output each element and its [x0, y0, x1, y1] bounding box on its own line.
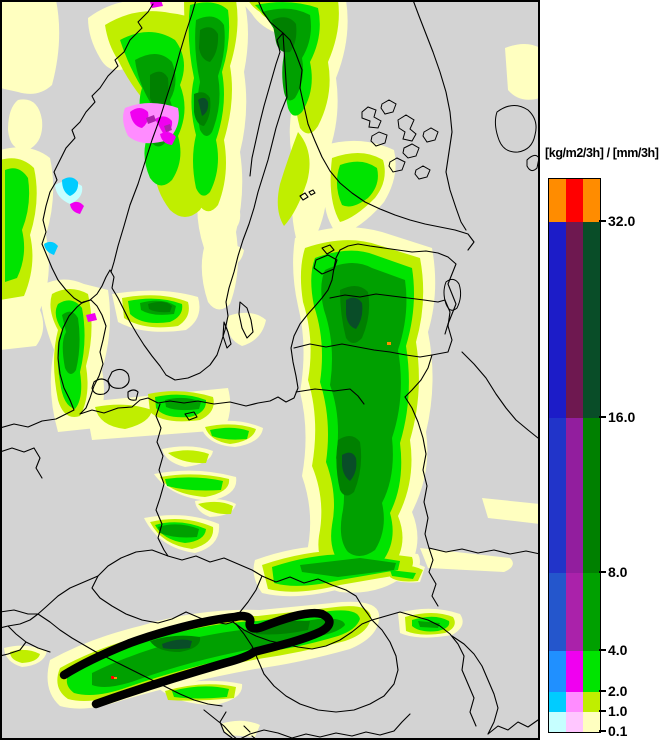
- legend-segment-color: [566, 222, 583, 418]
- precipitation-layer: [0, 0, 540, 737]
- legend-segment-color: [549, 692, 566, 712]
- legend-segment-2: [549, 418, 600, 573]
- legend-tick-mark: [599, 220, 606, 222]
- legend-segment-4: [549, 651, 600, 692]
- border-hungary-ring: [235, 619, 399, 713]
- legend-tick-mark: [599, 710, 606, 712]
- lakes: [361, 99, 540, 311]
- border-sweden-finland: [257, 0, 284, 34]
- legend-segment-3: [549, 573, 600, 651]
- precip-extreme-dot-alps: [111, 676, 114, 679]
- legend-tick-mark: [599, 690, 606, 692]
- precip-4-8: [62, 8, 440, 687]
- legend-colorbar: [548, 178, 601, 733]
- border-moldova-dniester: [451, 635, 499, 735]
- legend-segment-color: [583, 179, 600, 222]
- border-austria-italy-slovenia: [37, 613, 223, 707]
- danish-islands: [91, 368, 198, 421]
- legend-segment-color: [583, 692, 600, 712]
- border-czech: [91, 549, 263, 625]
- legend-segment-1: [549, 222, 600, 418]
- border-alps-germany-austria: [0, 575, 99, 657]
- legend-segment-color: [566, 692, 583, 712]
- border-belarus-ukraine: [428, 547, 540, 555]
- legend-segment-color: [566, 418, 583, 573]
- highlight-outline: [59, 608, 334, 709]
- coastlines-and-borders: [0, 0, 540, 740]
- lake-ladoga: [494, 105, 537, 153]
- legend-tick-label: 32.0: [608, 213, 636, 229]
- legend-title: [kg/m2/3h] / [mm/3h]: [545, 146, 659, 160]
- border-finland-russia: [412, 0, 467, 231]
- border-slovakia-hungary: [232, 619, 373, 650]
- legend-tick-mark: [599, 571, 606, 573]
- coastline-adriatic: [203, 709, 258, 740]
- border-germany-poland: [155, 403, 169, 557]
- legend-segment-color: [583, 712, 600, 732]
- legend-tick-mark: [599, 416, 606, 418]
- precip-extreme-dot-baltic: [387, 342, 391, 345]
- precip-cyan: [44, 177, 79, 255]
- coastline-baltic-south: [79, 243, 457, 415]
- legend-tick-label: 1.0: [608, 703, 628, 719]
- border-ukraine-romania: [371, 611, 477, 727]
- coastline-black-sea: [487, 719, 539, 735]
- legend-segment-color: [583, 418, 600, 573]
- borders-balkans: [237, 713, 411, 740]
- legend-tick-label: 0.1: [608, 723, 628, 739]
- legend-segment-color: [566, 651, 583, 692]
- legend-segment-color: [549, 179, 566, 222]
- baltic-islands: [222, 189, 338, 349]
- precip-light: [0, 0, 540, 737]
- lake-peipus: [443, 278, 462, 311]
- legend-segment-color: [566, 712, 583, 732]
- legend-tick-label: 16.0: [608, 409, 636, 425]
- legend-segment-color: [583, 222, 600, 418]
- legend-segment-color: [583, 651, 600, 692]
- border-latvia-lithuania: [293, 343, 433, 358]
- legend-segment-color: [583, 573, 600, 651]
- precipitation-map: [0, 0, 540, 740]
- precip-magenta-dark: [146, 115, 172, 132]
- precip-extreme-dot-alps2: [114, 677, 117, 679]
- legend-tick-label: 4.0: [608, 642, 628, 658]
- legend-segment-5: [549, 692, 600, 712]
- legend-tick-mark: [599, 649, 606, 651]
- coastline-jutland: [0, 299, 107, 429]
- precip-2-4: [5, 2, 450, 699]
- legend-segment-color: [549, 222, 566, 418]
- legend-tick-label: 2.0: [608, 683, 628, 699]
- border-lithuania-belarus: [404, 354, 433, 398]
- borders-benelux: [0, 447, 43, 479]
- border-norway-sweden: [110, 0, 197, 273]
- legend-tick-label: 8.0: [608, 564, 628, 580]
- legend-segment-color: [549, 651, 566, 692]
- map-frame: [0, 0, 540, 740]
- legend-segment-color: [549, 418, 566, 573]
- border-slovakia-poland: [261, 575, 373, 621]
- legend-segment-color: [549, 712, 566, 732]
- legend-segment-6: [549, 712, 600, 732]
- lake-onega: [526, 154, 540, 172]
- border-kaliningrad: [295, 388, 365, 405]
- finnish-lakes: [361, 99, 439, 180]
- coastline-scandinavia: [41, 3, 288, 381]
- border-latvia-russia: [431, 299, 453, 356]
- border-poland-ukraine: [428, 547, 439, 607]
- legend-panel: [kg/m2/3h] / [mm/3h] 32.0 16.0 8.0 4.0 2.0 1.…: [540, 0, 669, 740]
- legend-segment-color: [549, 573, 566, 651]
- coastline-gulf-of-bothnia-finland: [282, 32, 475, 251]
- legend-segment-0: [549, 179, 600, 222]
- legend-segment-color: [566, 573, 583, 651]
- border-estonia-latvia: [329, 293, 446, 303]
- border-russia-belarus: [461, 351, 539, 439]
- border-poland-belarus: [404, 396, 430, 549]
- legend-segment-color: [566, 179, 583, 222]
- legend-tick-mark: [599, 730, 606, 732]
